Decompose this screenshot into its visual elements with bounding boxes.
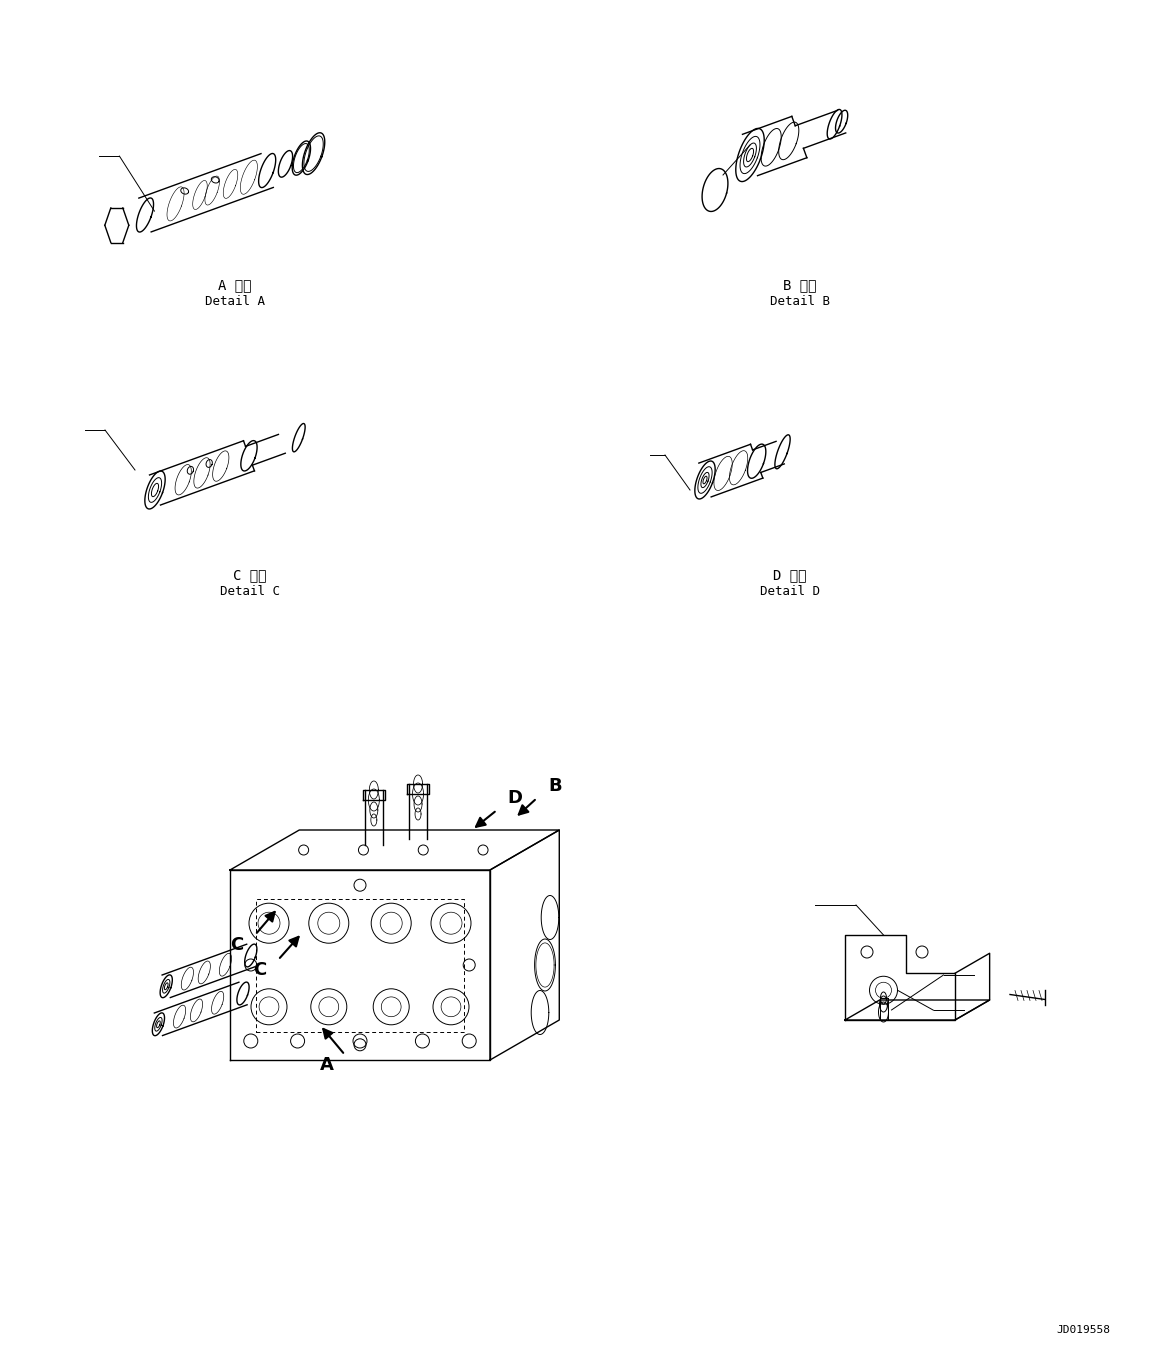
Text: JD019558: JD019558 [1056, 1325, 1110, 1335]
Text: Detail B: Detail B [770, 296, 830, 308]
Text: C 詳細: C 詳細 [234, 568, 266, 582]
Text: B: B [548, 776, 562, 795]
Text: A: A [320, 1056, 334, 1075]
Text: Detail D: Detail D [759, 586, 820, 598]
Text: B 詳細: B 詳細 [783, 278, 816, 291]
Text: C: C [254, 962, 266, 979]
Text: D: D [507, 789, 522, 808]
Text: D 詳細: D 詳細 [773, 568, 807, 582]
Text: A 詳細: A 詳細 [219, 278, 251, 291]
Text: Detail C: Detail C [220, 586, 280, 598]
Text: C: C [230, 936, 243, 953]
Text: Detail A: Detail A [205, 296, 265, 308]
